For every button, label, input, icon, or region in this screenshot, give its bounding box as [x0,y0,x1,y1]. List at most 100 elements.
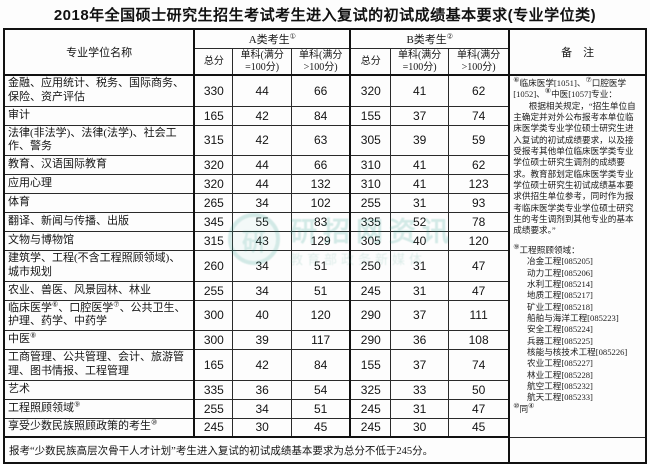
score-b-single100: 31 [390,280,449,301]
major-label: 翻译、新闻与传播、出版 [3,212,196,232]
score-a-single100: 39 [232,330,293,350]
score-b-single100: 41 [390,155,449,175]
score-b-total: 305 [349,231,392,251]
table-row: 建筑学、工程(不含工程照顾领域)、城市规划 260 34 51 250 31 47 [3,250,646,282]
score-a-total: 265 [193,193,234,213]
score-a-total: 245 [193,417,234,438]
score-b-singleover100: 78 [447,212,511,232]
remark-content: ⑥临床医学[1051]、⑦口腔医学[1052]、⑧中医[1057]专业： 根据相… [513,77,642,415]
table-row: 教育、汉语国际教育 320 44 66 310 41 62 [3,155,646,175]
page-title: 2018年全国硕士研究生招生考试考生进入复试的初试成绩基本要求(专业学位类) [53,7,597,24]
major-label: 艺术 [3,379,196,400]
score-table: 专业学位名称 A类考生① B类考生② 备 注 总分 单科(满分=100分) 单科… [3,28,647,464]
table-row: 文物与博物馆 315 43 129 305 40 120 [3,231,646,251]
score-a-total: 260 [193,250,234,282]
major-label: 工程照顾领域⑨ [3,398,196,419]
score-a-single100: 30 [232,417,293,438]
engineering-field-item: 动力工程[085206] [527,267,593,278]
score-b-total: 290 [349,299,392,331]
major-label: 法律(非法学)、法律(法学)、社会工作、警务 [3,124,196,156]
score-b-singleover100: 93 [447,193,511,213]
score-b-total: 250 [349,250,392,282]
col-header-group-a: A类考生① [193,28,352,49]
score-b-singleover100: 62 [447,155,511,175]
score-b-single100: 41 [390,174,449,194]
score-b-singleover100: 50 [447,379,511,400]
engineering-field-item: 地质工程[085217] [527,290,593,301]
score-b-single100: 41 [390,74,449,107]
score-b-singleover100: 74 [447,349,511,381]
score-b-singleover100: 47 [447,250,511,282]
table-body: 金融、应用统计、税务、国际商务、保险、资产评估 330 44 66 320 41 62 ⑥临… [3,74,647,464]
score-b-single100: 37 [390,349,449,381]
score-a-single100: 43 [232,231,293,251]
footer-note: 报考“少数民族高层次骨干人才计划”考生进入复试的初试成绩基本要求为总分不低于24… [3,436,511,464]
engineering-field-item: 水利工程[085214] [527,278,593,289]
header-row-groups: 专业学位名称 A类考生① B类考生② 备 注 [3,28,647,76]
table-row: 工商管理、公共管理、会计、旅游管理、图书情报、工程管理 165 42 84 155 37 7… [3,349,646,381]
table-row: 艺术 335 36 54 325 33 50 [3,379,646,400]
score-a-singleover100: 117 [291,330,352,350]
score-b-total: 325 [349,379,392,400]
engineering-field-item: 农业工程[085227] [527,358,593,369]
score-a-total: 165 [193,105,234,126]
score-b-single100: 40 [390,231,449,251]
score-a-singleover100: 83 [291,212,352,232]
score-b-singleover100: 74 [447,105,511,126]
table-row: 体育 265 34 102 255 31 93 [3,193,646,213]
score-a-singleover100: 51 [291,398,352,419]
score-a-total: 335 [193,379,234,400]
score-a-total: 255 [193,280,234,301]
score-b-single100: 31 [390,398,449,419]
remark-cell: ⑥临床医学[1051]、⑦口腔医学[1052]、⑧中医[1057]专业： 根据相… [508,74,647,438]
major-label: 教育、汉语国际教育 [3,155,196,175]
table-header: 专业学位名称 A类考生① B类考生② 备 注 总分 单科(满分=100分) 单科… [3,28,647,76]
note-clinical-body: 根据相关规定，“招生单位自主确定并对外公布报考本单位临床医学类专业学位硕士研究生… [513,100,636,236]
score-b-total: 155 [349,349,392,381]
score-b-total: 320 [349,74,392,107]
score-a-single100: 36 [232,379,293,400]
engineering-field-list: 冶金工程[085205] 动力工程[085206] 水利工程[085214] 地质工程… [513,256,642,403]
score-a-single100: 44 [232,155,293,175]
score-a-singleover100: 54 [291,379,352,400]
major-label: 建筑学、工程(不含工程照顾领域)、城市规划 [3,250,196,282]
score-a-singleover100: 84 [291,349,352,381]
score-a-singleover100: 63 [291,124,352,156]
col-header-remark: 备 注 [508,28,647,76]
score-a-total: 300 [193,299,234,331]
col-header-b-single100: 单科(满分=100分) [390,48,449,76]
score-b-singleover100: 62 [447,74,511,107]
header-row-sub: 总分 单科(满分=100分) 单科(满分>100分) 总分 单科(满分=100分… [4,48,646,76]
score-a-singleover100: 66 [291,155,352,175]
engineering-field-item: 矿业工程[085218] [527,301,593,312]
score-a-singleover100: 45 [291,417,352,438]
score-b-total: 335 [349,212,392,232]
engineering-field-item: 兵器工程[085225] [527,335,593,346]
engineering-field-item: 冶金工程[085205] [527,256,593,267]
major-label: 享受少数民族照顾政策的考生⑩ [3,417,196,438]
table-row: 审计 165 42 84 155 37 74 [3,105,646,126]
table-row: 金融、应用统计、税务、国际商务、保险、资产评估 330 44 66 320 41 62 ⑥临… [3,74,647,438]
score-b-single100: 31 [390,250,449,282]
engineering-field-item: 航天工程[085233] [527,392,593,403]
score-a-total: 320 [193,155,234,175]
score-b-total: 245 [349,398,392,419]
score-a-total: 320 [193,174,234,194]
score-a-total: 345 [193,212,234,232]
major-label: 金融、应用统计、税务、国际商务、保险、资产评估 [3,74,196,107]
engineering-field-item: 船舶与海洋工程[085223] [527,312,619,323]
score-a-single100: 42 [232,349,293,381]
major-label: 应用心理 [3,174,196,194]
score-b-total: 245 [349,417,392,438]
score-b-single100: 39 [390,124,449,156]
col-header-b-singleover100: 单科(满分>100分) [447,48,511,76]
score-b-single100: 36 [390,330,449,350]
score-b-single100: 37 [390,299,449,331]
score-b-singleover100: 123 [447,174,511,194]
score-b-singleover100: 47 [447,398,511,419]
score-b-total: 305 [349,124,392,156]
col-header-a-singleover100: 单科(满分>100分) [291,48,352,76]
score-b-total: 310 [349,155,392,175]
score-a-single100: 40 [232,299,293,331]
major-label: 审计 [3,105,196,126]
